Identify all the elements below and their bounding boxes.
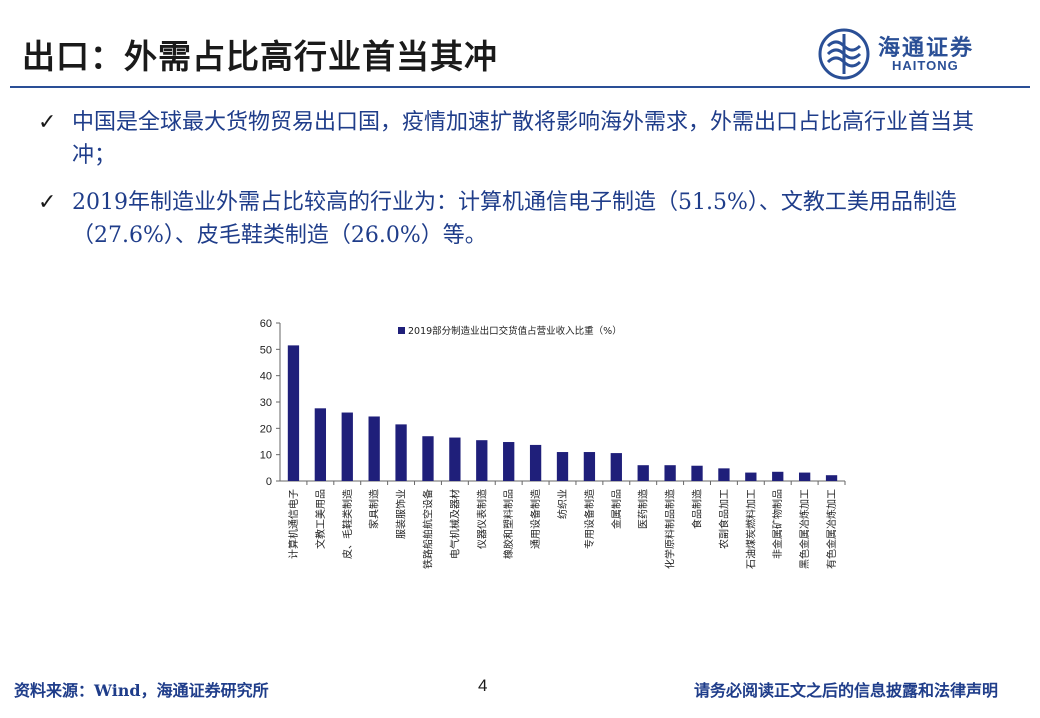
bar — [718, 468, 730, 481]
x-tick-label: 黑色金属冶炼加工 — [798, 489, 811, 569]
x-tick-label: 文教工美用品 — [314, 489, 327, 549]
bar — [583, 452, 596, 481]
bar — [825, 475, 838, 481]
check-icon: ✓ — [38, 110, 57, 135]
x-tick-label: 纺织业 — [556, 489, 569, 519]
y-tick-label: 50 — [260, 344, 272, 356]
y-tick-label: 40 — [260, 371, 272, 383]
x-tick-label: 专用设备制造 — [583, 489, 596, 549]
export-share-bar-chart: 0 10 20 30 40 50 60 2019部分制造业出口交货值占营业收入比重（%） 计算机… — [260, 318, 846, 569]
logo-english-name: HAITONG — [892, 58, 959, 73]
legend-label: 2019部分制造业出口交货值占营业收入比重（%） — [408, 325, 622, 337]
x-tick-label: 家具制造 — [368, 489, 381, 529]
x-tick-label: 化学原料制品制造 — [664, 489, 677, 569]
slide-title: 出口：外需占比高行业首当其冲 — [22, 37, 498, 76]
bullet-text: 2019年制造业外需占比较高的行业为：计算机通信电子制造（51.5%）、文教工美… — [72, 190, 957, 248]
footer-disclaimer: 请务必阅读正文之后的信息披露和法律声明 — [693, 681, 998, 700]
check-icon: ✓ — [38, 190, 57, 215]
bar — [422, 436, 434, 481]
bar — [476, 440, 488, 481]
legend-swatch — [398, 327, 405, 334]
x-tick-label: 农副食品加工 — [717, 489, 730, 549]
bar — [341, 412, 353, 481]
y-tick-label: 0 — [266, 476, 272, 488]
x-tick-label: 非金属矿物制品 — [771, 489, 784, 559]
x-tick-label: 服装服饰业 — [395, 489, 408, 539]
bar — [664, 465, 676, 481]
title-divider — [10, 86, 1030, 88]
y-tick-label: 60 — [260, 318, 272, 330]
bar — [745, 472, 757, 481]
bar — [556, 452, 569, 481]
footer-source: 资料来源：Wind，海通证券研究所 — [14, 681, 269, 700]
haitong-logo-emblem-icon — [818, 28, 870, 80]
bullet-item-2: ✓ 2019年制造业外需占比较高的行业为：计算机通信电子制造（51.5%）、文教… — [38, 186, 1008, 252]
x-tick-label: 金属制品 — [610, 489, 623, 529]
y-tick-label: 10 — [260, 450, 272, 462]
logo-chinese-name: 海通证券 — [878, 35, 975, 61]
bar — [395, 424, 407, 481]
x-tick-label: 石油煤炭燃料加工 — [744, 489, 757, 569]
bar — [798, 472, 811, 481]
bar — [449, 437, 461, 481]
x-tick-label: 计算机通信电子 — [287, 489, 300, 559]
bar — [287, 345, 300, 481]
x-tick-label: 电气机械及器材 — [448, 489, 461, 559]
bar — [610, 453, 622, 481]
x-tick-label: 仪器仪表制造 — [475, 489, 488, 549]
x-tick-label: 皮、毛鞋类制造 — [341, 489, 354, 559]
bar — [503, 442, 515, 481]
x-tick-label: 医药制造 — [637, 489, 650, 529]
bar — [529, 444, 542, 481]
page-number: 4 — [478, 676, 488, 695]
bar — [368, 416, 380, 481]
x-tick-label: 铁路船舶航空设备 — [421, 489, 434, 569]
x-tick-label: 通用设备制造 — [529, 489, 542, 549]
bar — [691, 465, 703, 481]
y-tick-label: 30 — [260, 397, 272, 409]
bar — [314, 408, 327, 481]
x-tick-label: 食品制造 — [691, 489, 704, 529]
x-tick-label: 有色金属冶炼加工 — [825, 489, 838, 569]
x-tick-label: 橡胶和塑料制品 — [502, 489, 515, 559]
bar — [772, 471, 784, 481]
bar — [637, 465, 649, 481]
bullet-text: 中国是全球最大货物贸易出口国，疫情加速扩散将影响海外需求，外需出口占比高行业首当… — [72, 110, 975, 168]
bullet-item-1: ✓ 中国是全球最大货物贸易出口国，疫情加速扩散将影响海外需求，外需出口占比高行业… — [38, 106, 1008, 172]
haitong-logo: 海通证券 HAITONG — [818, 28, 1018, 80]
y-tick-label: 20 — [260, 423, 272, 435]
